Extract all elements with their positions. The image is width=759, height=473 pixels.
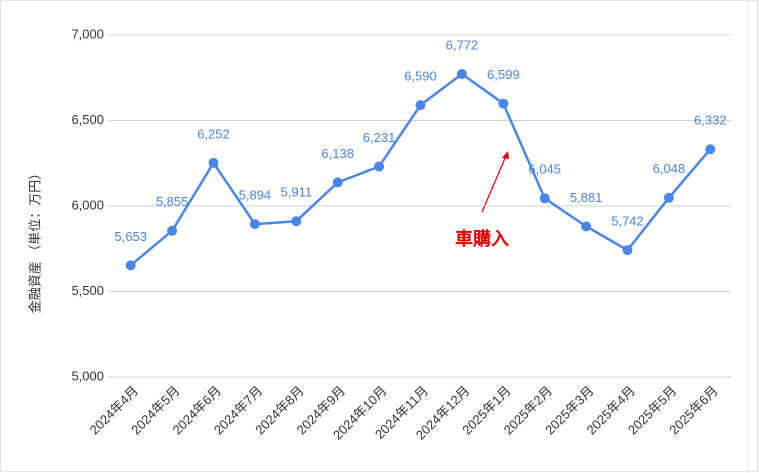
annotation-arrow bbox=[481, 155, 507, 213]
point bbox=[374, 161, 385, 172]
data-label: 6,045 bbox=[528, 162, 561, 177]
y-axis-label: 金融資産 （単位：万円） bbox=[27, 167, 42, 314]
y-tick-label: 6,000 bbox=[71, 197, 104, 212]
point bbox=[249, 219, 260, 230]
point bbox=[291, 216, 302, 227]
data-label: 5,881 bbox=[570, 190, 603, 205]
point bbox=[208, 157, 219, 168]
point bbox=[332, 177, 343, 188]
data-label: 6,048 bbox=[653, 161, 686, 176]
point bbox=[622, 245, 633, 256]
point bbox=[498, 98, 509, 109]
y-tick-label: 7,000 bbox=[71, 26, 104, 41]
data-label: 6,332 bbox=[694, 113, 727, 128]
data-label: 6,252 bbox=[197, 126, 230, 141]
data-label: 5,855 bbox=[156, 194, 189, 209]
data-label: 6,772 bbox=[446, 37, 479, 52]
annotation: 車購入 bbox=[455, 228, 509, 249]
y-tick-label: 5,000 bbox=[71, 368, 104, 383]
point bbox=[663, 192, 674, 203]
y-tick-label: 5,500 bbox=[71, 283, 104, 298]
data-label: 6,231 bbox=[363, 130, 396, 145]
point bbox=[581, 221, 592, 232]
point bbox=[705, 144, 716, 155]
point bbox=[415, 100, 426, 111]
data-label: 6,599 bbox=[487, 67, 520, 82]
data-label: 5,742 bbox=[611, 214, 644, 229]
data-label: 6,590 bbox=[404, 69, 437, 84]
point bbox=[539, 193, 550, 204]
data-label: 6,138 bbox=[321, 146, 354, 161]
annotation-arrowhead bbox=[502, 151, 509, 159]
data-label: 5,653 bbox=[114, 229, 147, 244]
data-label: 5,911 bbox=[281, 185, 313, 200]
point bbox=[125, 260, 136, 271]
point bbox=[167, 225, 178, 236]
y-tick-label: 6,500 bbox=[71, 112, 104, 127]
data-label: 5,894 bbox=[239, 188, 272, 203]
point bbox=[456, 68, 467, 79]
